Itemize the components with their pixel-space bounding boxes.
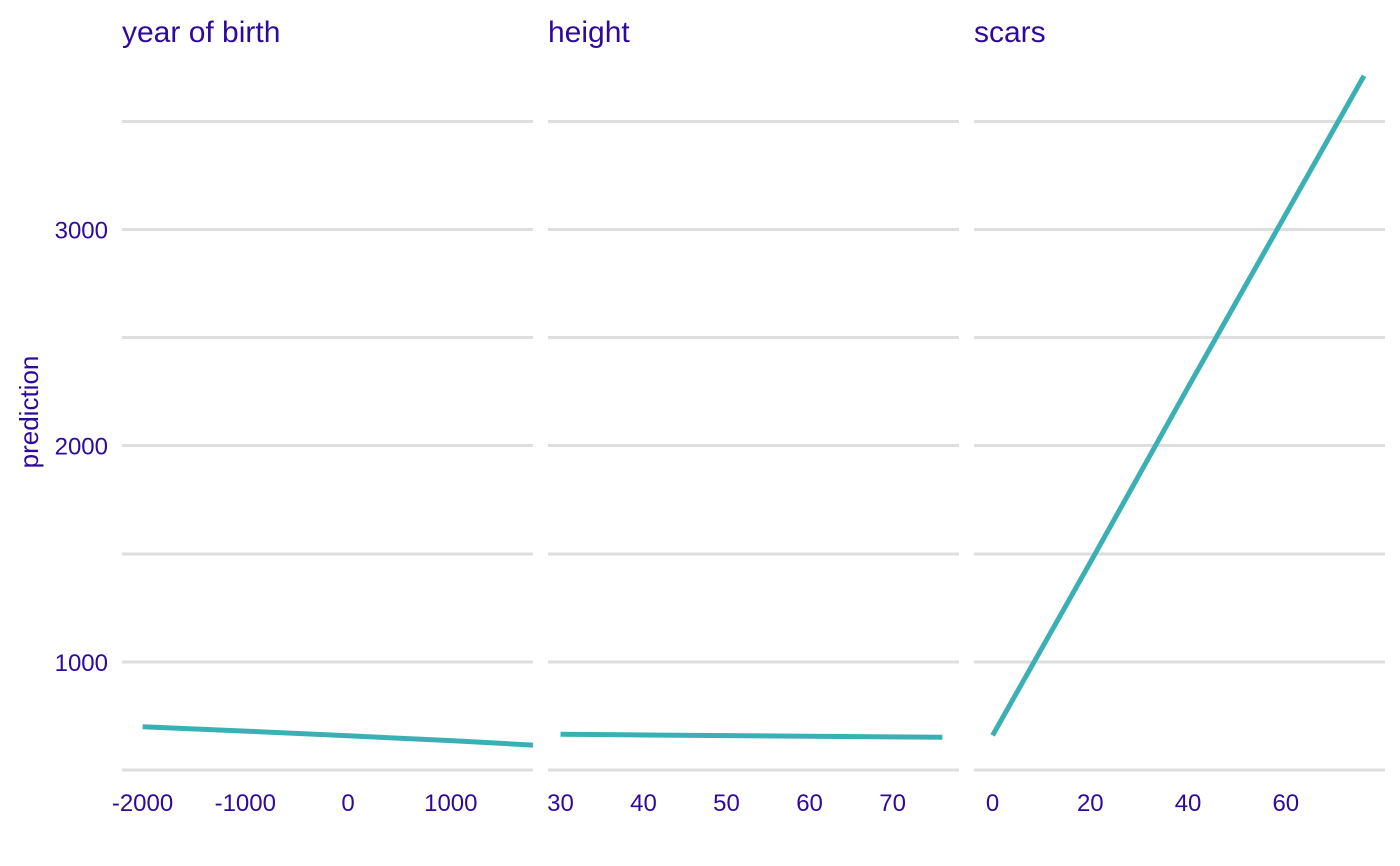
y-axis-title: prediction	[14, 356, 44, 469]
facet-panel: year of birth -2000 -1000 0 1000	[112, 16, 534, 817]
series-line	[560, 731, 943, 740]
x-tick-label: 50	[713, 790, 740, 817]
facet-title: year of birth	[122, 16, 280, 49]
x-tick-label: -2000	[112, 790, 173, 817]
y-tick-label: 2000	[55, 434, 108, 461]
x-tick-label: 1000	[424, 790, 477, 817]
x-tick-label: 0	[986, 790, 999, 817]
x-tick-label: 60	[796, 790, 823, 817]
facet-panels: 1000 2000 3000 year of birth -2000 -1000 0 1000…	[55, 16, 1385, 817]
series-line	[990, 74, 1367, 737]
facet-title: scars	[974, 16, 1046, 49]
y-tick-label: 1000	[55, 650, 108, 677]
facet-panel: scars 0 20 40 60	[974, 16, 1385, 817]
x-tick-label: 60	[1272, 790, 1299, 817]
facet-panel: height 30 40 50 60 70	[547, 16, 959, 817]
x-tick-label: 40	[630, 790, 657, 817]
x-tick-label: 0	[341, 790, 354, 817]
x-tick-label: 70	[879, 790, 906, 817]
y-tick-label: 3000	[55, 217, 108, 244]
x-tick-label: 30	[547, 790, 574, 817]
x-tick-label: -1000	[215, 790, 276, 817]
series-line	[142, 724, 534, 748]
facet-title: height	[548, 16, 630, 49]
x-tick-label: 40	[1175, 790, 1202, 817]
x-tick-label: 20	[1077, 790, 1104, 817]
